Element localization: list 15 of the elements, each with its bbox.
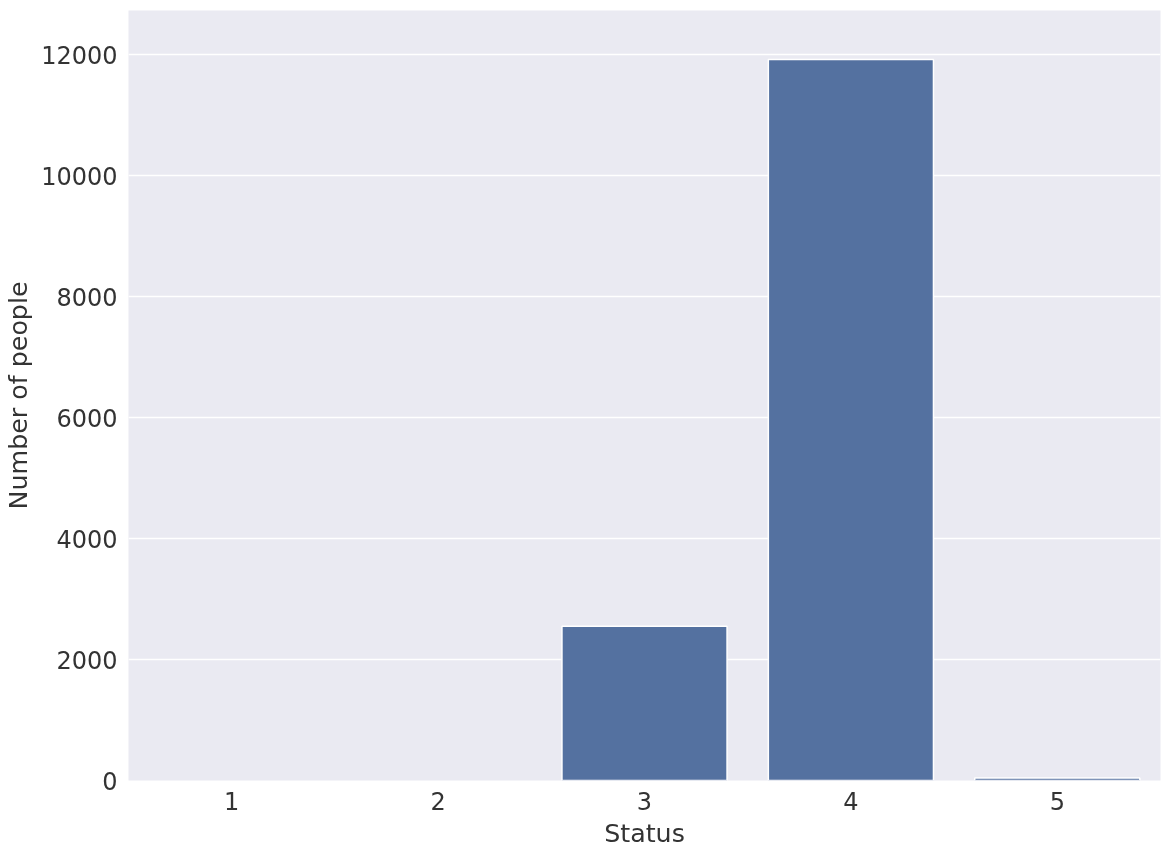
y-tick-label: 4000: [56, 525, 118, 554]
x-tick-label: 1: [224, 787, 240, 816]
x-axis-title: Status: [604, 817, 685, 848]
x-tick-label: 4: [843, 787, 859, 816]
y-tick-label: 2000: [56, 646, 118, 675]
y-tick-label: 12000: [41, 41, 118, 70]
y-tick-label: 8000: [56, 283, 118, 312]
y-axis-title: Number of people: [3, 281, 34, 510]
y-tick-label: 10000: [41, 162, 118, 191]
x-tick-label: 5: [1049, 787, 1065, 816]
x-tick-label: 3: [636, 787, 653, 816]
y-tick-label: 0: [102, 767, 118, 796]
y-tick-label: 6000: [56, 404, 118, 433]
x-tick-label: 2: [430, 787, 446, 816]
bar: [973, 777, 1141, 781]
